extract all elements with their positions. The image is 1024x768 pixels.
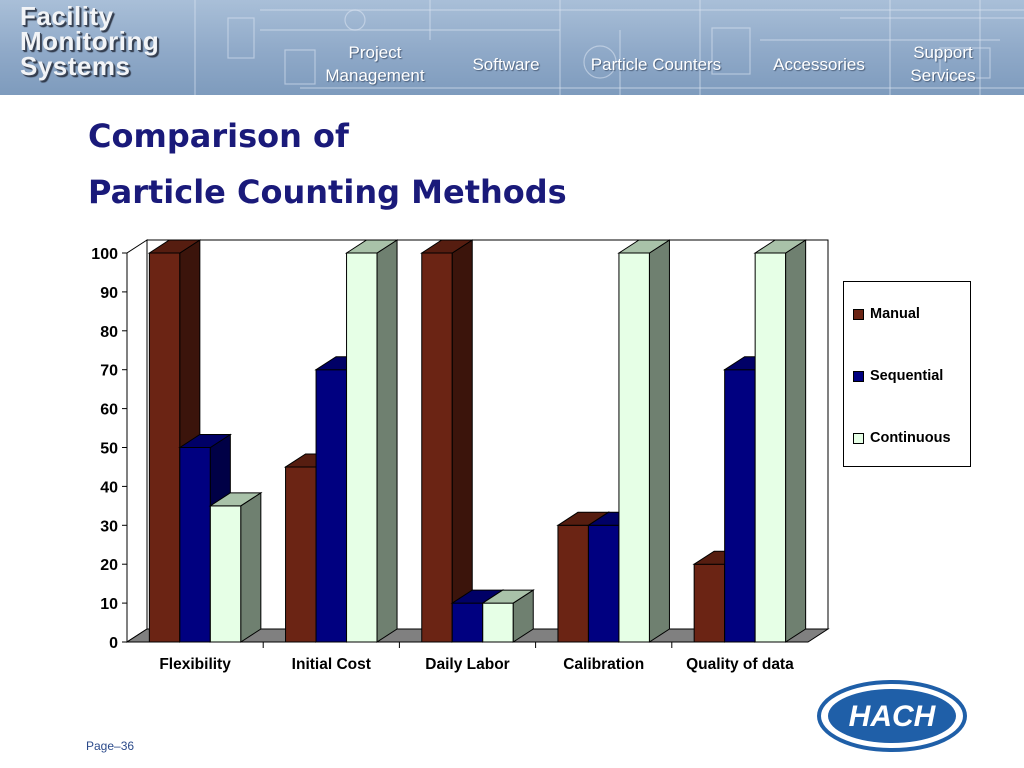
x-tick-label: Initial Cost [292,656,371,673]
bar-top [178,434,233,448]
bar-top [481,589,535,604]
blueprint-room [711,27,751,75]
blueprint-arc [344,9,366,31]
legend-item: Manual [853,306,920,322]
y-tick-label: 80 [100,324,118,341]
nav-support-services[interactable]: Support Services [898,41,988,87]
bar-top [420,239,474,254]
legend-label: Sequential [870,368,944,384]
brand-line: Facility [20,1,114,31]
nav-software[interactable]: Software [460,53,552,76]
bar [753,239,808,643]
legend-label: Manual [870,306,920,322]
bar-front [179,447,211,643]
blueprint-room [939,47,991,79]
x-tick-label: Calibration [563,656,644,673]
bar-top [208,492,263,507]
nav-label: Particle Counters [590,55,722,74]
brand-logo[interactable]: Facility Monitoring Systems [20,1,160,81]
blueprint-room [227,17,255,59]
bar-front [451,602,484,643]
bar-top [344,239,399,254]
bar-front [557,524,589,643]
legend-swatch [853,370,864,382]
y-tick-label: 50 [100,441,118,458]
y-tick-label: 60 [100,402,118,419]
bar-side [785,239,807,643]
bar [420,239,474,643]
nav-label: Software [472,55,540,74]
nav-project-management[interactable]: Project Management [312,41,438,87]
bar-front [209,505,242,643]
bar-front [285,466,317,643]
bar-front [148,252,181,643]
y-tick-label: 10 [100,596,118,613]
nav-label: Support [913,43,973,62]
nav-label: Project [348,43,402,62]
bar-front [587,524,620,643]
bar [344,239,399,643]
bar-top [147,239,202,254]
x-tick-label: Flexibility [159,656,231,673]
bar [208,491,263,643]
legend-swatch [853,432,864,444]
bar-front [421,252,453,643]
bar-top [753,239,808,254]
brand-line: Systems [20,51,131,81]
nav-label: Management [325,66,425,85]
header-banner: Facility Monitoring Systems Project Mana… [0,0,1024,95]
bar-front [618,252,650,643]
bar-side [376,239,398,643]
logo-text: HACH [849,700,937,733]
plot-side-wall [126,239,148,643]
nav-particle-counters[interactable]: Particle Counters [574,53,738,76]
bar-front [315,369,348,643]
bar-front [693,563,726,643]
y-tick-label: 70 [100,363,118,380]
y-tick-label: 90 [100,285,118,302]
slide-title: Comparison of Particle Counting Methods [88,108,567,220]
nav-label: Accessories [773,55,865,74]
y-tick-label: 0 [109,635,118,652]
y-tick-label: 40 [100,479,118,496]
bar [481,589,535,643]
bar-side [648,239,670,643]
bar [617,239,672,643]
x-tick-label: Daily Labor [425,656,509,673]
bar-front [754,252,787,643]
slide-title-line: Particle Counting Methods [88,173,567,211]
y-tick-label: 20 [100,557,118,574]
chart-legend: Manual Sequential Continuous [843,281,971,467]
page-number: Page–36 [86,739,135,753]
bar-front [482,602,514,643]
blueprint-arc [583,45,617,79]
legend-label: Continuous [870,430,951,446]
bar-side [240,491,262,643]
nav-label: Services [910,66,976,85]
x-tick-label: Quality of data [686,656,794,673]
bar-side [451,239,473,643]
brand-line: Monitoring [20,26,160,56]
y-tick-label: 100 [91,246,118,263]
slide-title-line: Comparison of [88,117,349,155]
blueprint-room [284,49,316,85]
y-tick-label: 30 [100,518,118,535]
bar-front [346,252,378,643]
hach-logo[interactable]: HACH [816,680,968,752]
bar-top [617,239,672,254]
nav-accessories[interactable]: Accessories [760,53,878,76]
legend-swatch [853,308,864,320]
legend-item: Continuous [853,430,951,446]
logo-fill [828,689,956,743]
bar-front [724,369,756,643]
legend-item: Sequential [853,368,943,384]
blueprint-background [194,0,1024,95]
